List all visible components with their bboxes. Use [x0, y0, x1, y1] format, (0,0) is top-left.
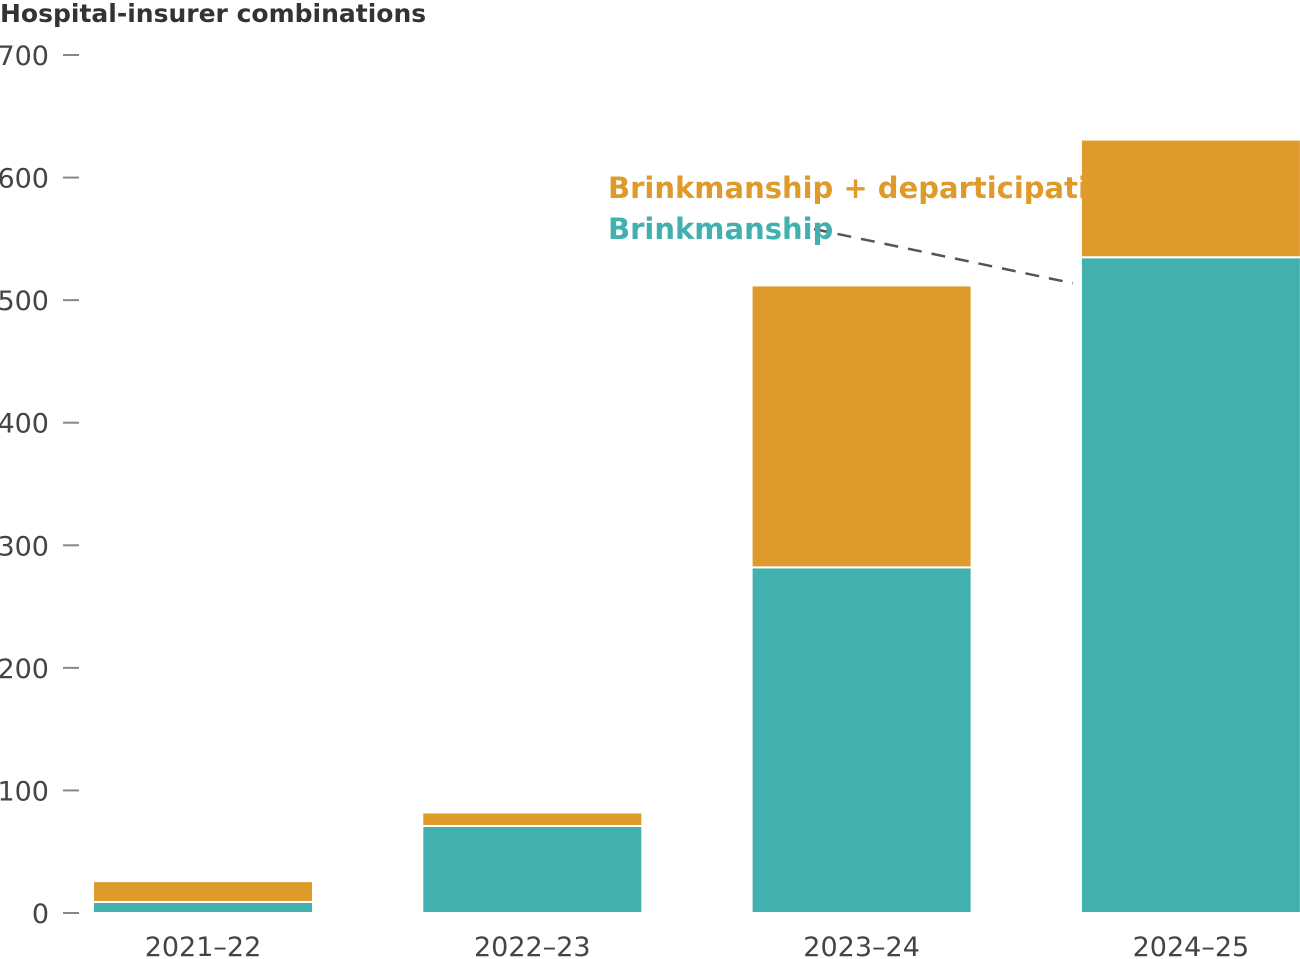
bar-brinkmanship-departicipation-2021–22: [92, 880, 314, 903]
x-tick-label: 2021–22: [145, 932, 262, 959]
bar-brinkmanship-departicipation-2022–23: [421, 811, 644, 827]
bar-brinkmanship-2022–23: [421, 824, 644, 915]
x-tick-label: 2023–24: [803, 932, 920, 959]
bar-brinkmanship-departicipation-2024–25: [1079, 138, 1300, 259]
y-tick-label: 100: [0, 776, 49, 807]
y-tick-label: 600: [0, 164, 49, 195]
x-axis: 2021–22 2022–23 2023–24 2024–25: [145, 932, 1249, 959]
y-tick-label: 500: [0, 286, 49, 317]
y-axis-label: Hospital-insurer combinations: [0, 0, 426, 28]
legend-leader-line: [813, 227, 1074, 285]
legend-brinkmanship-departicipation: Brinkmanship + departicipation: [608, 171, 1129, 205]
bar-brinkmanship-2021–22: [92, 900, 314, 914]
bar-brinkmanship-departicipation-2023–24: [750, 284, 973, 569]
bar-brinkmanship-2023–24: [750, 566, 973, 914]
y-tick-label: 300: [0, 531, 49, 562]
y-tick-label: 700: [0, 41, 49, 72]
legend-brinkmanship: Brinkmanship: [608, 212, 833, 246]
y-tick-label: 0: [32, 899, 49, 930]
bars: [92, 138, 1300, 915]
y-tick-label: 400: [0, 409, 49, 440]
x-tick-label: 2024–25: [1133, 932, 1250, 959]
y-axis: 0 100 200 300 400 500 600 700: [0, 41, 79, 930]
x-tick-label: 2022–23: [474, 932, 591, 959]
bar-brinkmanship-2024–25: [1079, 256, 1300, 914]
y-tick-label: 200: [0, 654, 49, 685]
